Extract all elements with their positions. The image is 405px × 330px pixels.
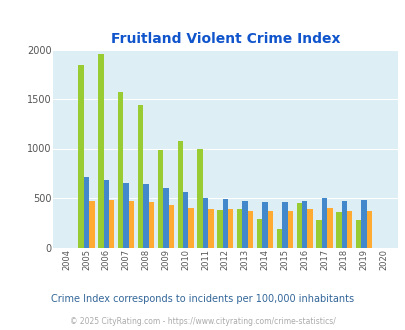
Bar bbox=[296, 203, 301, 248]
Title: Fruitland Violent Crime Index: Fruitland Violent Crime Index bbox=[110, 32, 339, 46]
Bar bbox=[202, 198, 208, 248]
Bar bbox=[222, 199, 228, 248]
Bar bbox=[163, 188, 168, 248]
Bar bbox=[78, 65, 83, 248]
Bar bbox=[256, 219, 262, 248]
Bar bbox=[118, 92, 123, 248]
Bar bbox=[301, 201, 307, 248]
Bar bbox=[148, 202, 153, 248]
Bar bbox=[183, 192, 188, 248]
Bar bbox=[188, 208, 193, 248]
Bar bbox=[335, 213, 341, 248]
Bar bbox=[267, 211, 272, 248]
Bar bbox=[360, 200, 366, 248]
Bar bbox=[89, 201, 94, 248]
Bar bbox=[321, 198, 326, 248]
Bar bbox=[138, 105, 143, 248]
Bar bbox=[237, 209, 242, 248]
Bar bbox=[346, 211, 352, 248]
Text: Crime Index corresponds to incidents per 100,000 inhabitants: Crime Index corresponds to incidents per… bbox=[51, 294, 354, 304]
Bar bbox=[228, 209, 233, 248]
Bar bbox=[276, 229, 281, 248]
Text: © 2025 CityRating.com - https://www.cityrating.com/crime-statistics/: © 2025 CityRating.com - https://www.city… bbox=[70, 317, 335, 326]
Bar bbox=[158, 150, 163, 248]
Bar bbox=[208, 209, 213, 248]
Legend: Fruitland, Maryland, National: Fruitland, Maryland, National bbox=[83, 328, 366, 330]
Bar bbox=[355, 220, 360, 248]
Bar bbox=[103, 180, 109, 248]
Bar bbox=[262, 202, 267, 248]
Bar bbox=[217, 210, 222, 248]
Bar bbox=[315, 220, 321, 248]
Bar bbox=[197, 149, 202, 248]
Bar bbox=[83, 177, 89, 248]
Bar bbox=[168, 205, 173, 248]
Bar bbox=[128, 201, 134, 248]
Bar bbox=[307, 209, 312, 248]
Bar bbox=[123, 183, 128, 248]
Bar bbox=[281, 202, 287, 248]
Bar bbox=[247, 211, 253, 248]
Bar bbox=[98, 54, 103, 248]
Bar bbox=[109, 200, 114, 248]
Bar bbox=[366, 211, 371, 248]
Bar bbox=[341, 201, 346, 248]
Bar bbox=[287, 211, 292, 248]
Bar bbox=[326, 209, 332, 248]
Bar bbox=[242, 201, 247, 248]
Bar bbox=[177, 141, 183, 248]
Bar bbox=[143, 184, 148, 248]
